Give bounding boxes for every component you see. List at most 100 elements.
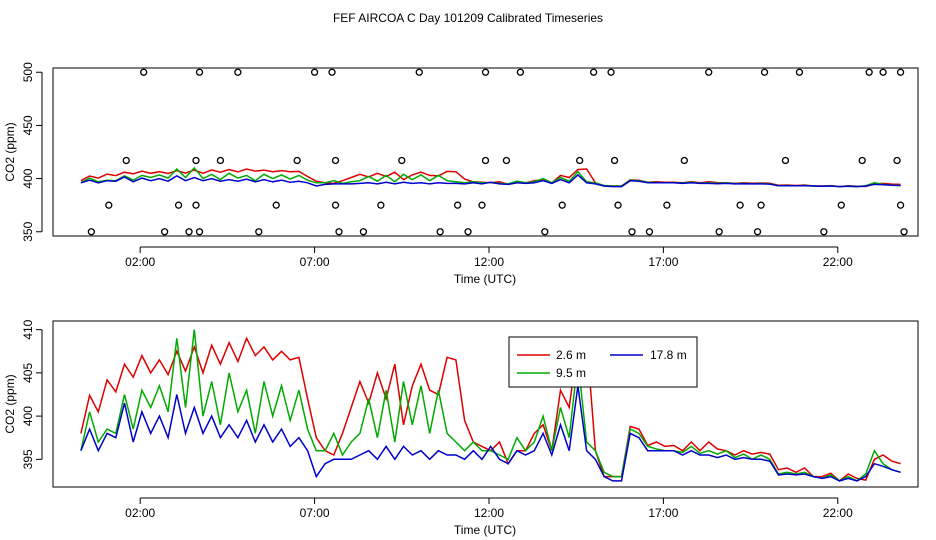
top-y-tick-label: 350 <box>21 221 35 241</box>
flag-point <box>105 201 113 209</box>
flag-point <box>795 68 804 76</box>
flag-point <box>415 68 423 76</box>
flag-point <box>331 201 340 209</box>
flag-point <box>757 201 765 209</box>
flag-point <box>478 201 486 209</box>
flag-point <box>122 156 130 165</box>
top-series-9-5-m <box>80 166 901 188</box>
flag-point <box>481 156 490 165</box>
flag-point <box>820 228 828 236</box>
flag-point <box>192 201 200 209</box>
flag-point <box>87 228 96 236</box>
flag-point <box>760 68 769 76</box>
flag-point <box>576 156 584 165</box>
flag-point <box>628 228 636 236</box>
flag-point <box>398 156 406 165</box>
flag-point <box>893 156 901 165</box>
bottom-y-tick-label: 400 <box>21 406 35 426</box>
legend-box <box>508 336 698 388</box>
flag-point <box>140 68 148 76</box>
flag-point <box>328 68 336 76</box>
legend-label-2-6m: 2.6 m <box>556 348 586 362</box>
flag-point <box>865 68 873 76</box>
flag-point <box>185 228 193 236</box>
flag-point <box>436 228 444 236</box>
bottom-x-tick-label: 12:00 <box>474 506 504 520</box>
flag-point <box>272 201 280 209</box>
flag-point <box>896 68 905 76</box>
flag-point <box>558 201 566 209</box>
flag-point <box>293 156 301 165</box>
bottom-series-lines <box>80 329 901 482</box>
legend-label-9-5m: 9.5 m <box>556 366 586 380</box>
legend-label-17-8m: 17.8 m <box>650 348 687 362</box>
flag-point <box>900 228 908 236</box>
flag-point <box>541 228 549 236</box>
bottom-y-label: CO2 (ppm) <box>3 374 17 433</box>
flag-point <box>837 201 845 209</box>
flag-point <box>453 201 462 209</box>
flag-point <box>481 68 490 76</box>
bottom-series-2-6-m <box>80 336 901 482</box>
top-series-lines <box>80 166 901 188</box>
flag-point <box>663 201 671 209</box>
flag-point <box>174 201 183 209</box>
flag-point <box>255 228 263 236</box>
flag-point <box>310 68 319 76</box>
flag-point <box>516 68 525 76</box>
bottom-plot-frame <box>52 320 919 488</box>
top-x-tick-label: 07:00 <box>300 255 330 269</box>
flag-point <box>781 156 790 165</box>
flag-point <box>464 228 472 236</box>
flag-point <box>195 228 204 236</box>
bottom-x-label: Time (UTC) <box>454 523 516 537</box>
flag-point <box>160 228 169 236</box>
flag-point <box>195 68 204 76</box>
bottom-x-tick-label: 07:00 <box>300 506 330 520</box>
bottom-y-axis: 395 400 405 410 <box>21 319 43 469</box>
flag-point <box>715 228 723 236</box>
flag-point <box>705 68 713 76</box>
top-plot-frame <box>52 67 919 237</box>
top-y-tick-label: 500 <box>21 62 35 82</box>
bottom-x-tick-label: 17:00 <box>648 506 678 520</box>
top-x-axis: 02:00 07:00 12:00 17:00 22:00 <box>125 246 853 269</box>
flag-point <box>377 201 385 209</box>
top-flag-points <box>87 68 908 236</box>
bottom-y-tick-label: 405 <box>21 363 35 383</box>
figure-title: FEF AIRCOA C Day 101209 Calibrated Times… <box>333 11 603 25</box>
bottom-series-17-8-m <box>80 385 901 482</box>
flag-point <box>331 156 340 165</box>
top-y-tick-label: 450 <box>21 115 35 135</box>
top-x-label: Time (UTC) <box>454 272 516 286</box>
flag-point <box>359 228 368 236</box>
flag-point <box>858 156 866 165</box>
flag-point <box>645 228 654 236</box>
flag-point <box>680 156 688 165</box>
flag-point <box>610 156 619 165</box>
top-x-tick-label: 22:00 <box>823 255 853 269</box>
top-y-label: CO2 (ppm) <box>3 122 17 181</box>
bottom-series-9-5-m <box>80 329 901 482</box>
flag-point <box>614 201 622 209</box>
flag-point <box>879 68 887 76</box>
flag-point <box>192 156 200 165</box>
bottom-x-tick-label: 22:00 <box>823 506 853 520</box>
top-panel: 02:00 07:00 12:00 17:00 22:00 350 400 450 500 T… <box>3 62 919 286</box>
top-y-tick-label: 400 <box>21 168 35 188</box>
flag-point <box>736 201 744 209</box>
top-x-tick-label: 12:00 <box>474 255 504 269</box>
flag-point <box>216 156 225 165</box>
top-y-axis: 350 400 450 500 <box>21 62 43 242</box>
bottom-y-tick-label: 410 <box>21 319 35 339</box>
flag-point <box>335 228 343 236</box>
flag-point <box>896 201 905 209</box>
top-x-tick-label: 17:00 <box>648 255 678 269</box>
flag-point <box>753 228 762 236</box>
top-x-tick-label: 02:00 <box>125 255 155 269</box>
bottom-panel: 02:00 07:00 12:00 17:00 22:00 395 400 405 410 T… <box>3 319 919 537</box>
bottom-x-tick-label: 02:00 <box>125 506 155 520</box>
top-series-17-8-m <box>80 173 901 188</box>
legend: 2.6 m 9.5 m 17.8 m <box>508 336 698 388</box>
